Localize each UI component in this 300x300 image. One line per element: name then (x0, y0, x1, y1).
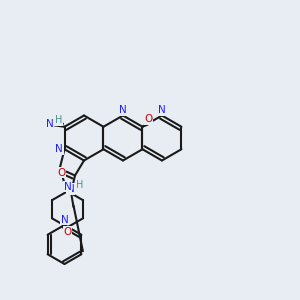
Text: N: N (46, 119, 53, 129)
Text: N: N (64, 182, 71, 192)
Text: O: O (57, 167, 66, 178)
Text: N: N (67, 184, 74, 194)
Text: N: N (61, 214, 68, 225)
Text: N: N (119, 105, 127, 115)
Text: H: H (76, 180, 83, 190)
Text: O: O (63, 227, 72, 237)
Text: H: H (55, 115, 62, 125)
Text: N: N (55, 144, 63, 154)
Text: O: O (144, 114, 153, 124)
Text: N: N (158, 105, 166, 115)
